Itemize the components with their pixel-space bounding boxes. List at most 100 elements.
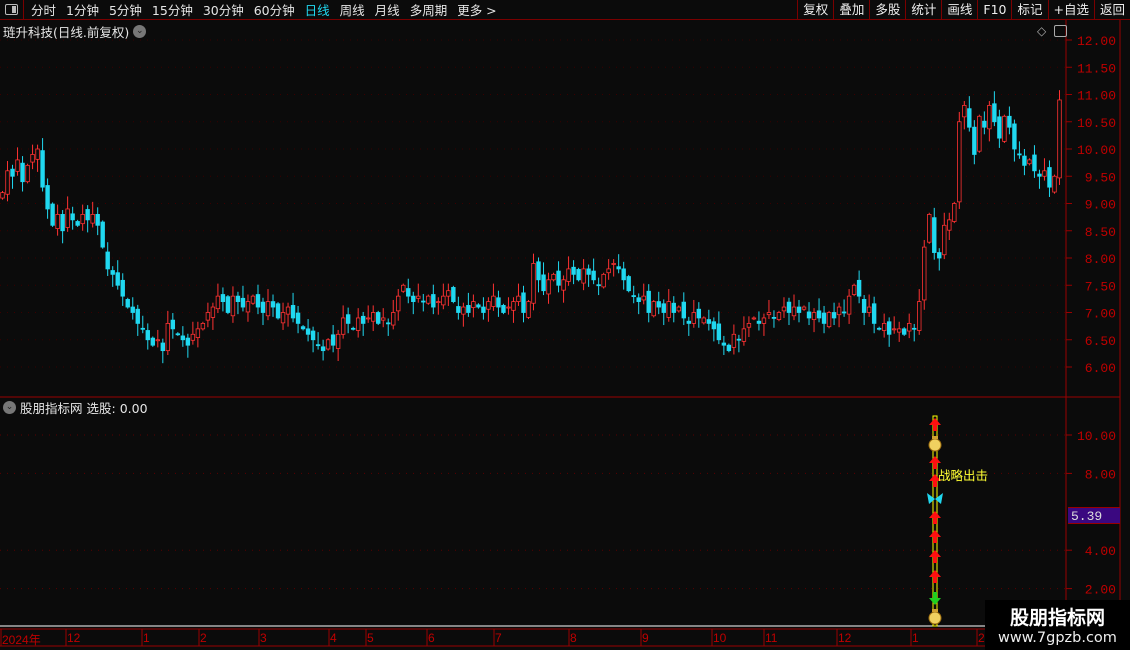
y-axis-label: 12.00	[1077, 34, 1116, 49]
candle-body	[786, 301, 792, 313]
candle-body	[230, 295, 236, 317]
candle-body	[476, 304, 481, 308]
x-axis-label: 11	[765, 631, 778, 645]
y-axis-label: 9.50	[1085, 170, 1116, 185]
candle-body	[406, 288, 411, 297]
candle-body	[741, 328, 747, 342]
chevron-down-icon[interactable]: ⌄	[3, 401, 16, 414]
period-tab[interactable]: 30分钟	[202, 3, 244, 18]
toolbar-button[interactable]: F10	[977, 0, 1011, 20]
toolbar-button[interactable]: 画线	[941, 0, 977, 20]
candle-body	[50, 203, 55, 226]
candle-body	[616, 266, 621, 270]
period-tab[interactable]: 周线	[339, 3, 365, 18]
candle-body	[756, 320, 762, 324]
candle-body	[766, 312, 772, 316]
period-tab[interactable]: 分时	[31, 3, 57, 18]
candle-body	[992, 103, 997, 123]
toolbar-button[interactable]: +自选	[1047, 0, 1094, 20]
arrow-up-icon	[929, 570, 941, 583]
y-axis-label: 8.00	[1085, 252, 1116, 267]
candle-body	[401, 284, 406, 292]
period-tab[interactable]: 日线	[304, 3, 330, 18]
candle-body	[466, 305, 471, 313]
period-tab[interactable]: 更多 >	[457, 3, 497, 18]
candle-body	[160, 342, 166, 352]
candle-body	[676, 306, 681, 312]
x-axis-label: 4	[330, 631, 337, 645]
candle-body	[195, 328, 201, 338]
candle-body	[866, 306, 872, 313]
candle-body	[506, 306, 511, 309]
candle-body	[531, 263, 536, 304]
candle-body	[912, 327, 917, 330]
candle-body	[371, 312, 376, 322]
candle-body	[275, 303, 281, 319]
toolbar-button[interactable]: 多股	[869, 0, 905, 20]
candle-body	[636, 297, 641, 303]
candle-body	[902, 328, 907, 335]
candle-body	[386, 322, 391, 325]
diamond-icon[interactable]: ◇	[1037, 24, 1047, 38]
candle-body	[1047, 167, 1052, 188]
period-tab[interactable]: 15分钟	[151, 3, 193, 18]
candle-body	[771, 317, 777, 319]
candle-body	[957, 121, 962, 203]
candle-body	[290, 305, 296, 319]
candle-body	[0, 192, 5, 199]
candle-body	[325, 339, 331, 350]
candle-body	[656, 301, 661, 308]
period-tab[interactable]: 5分钟	[108, 3, 142, 18]
candle-body	[626, 276, 631, 292]
toolbar-button[interactable]: 复权	[797, 0, 833, 20]
candle-body	[947, 219, 952, 231]
x-axis-label: 1	[912, 631, 919, 645]
candle-body	[571, 266, 576, 275]
y-axis-label: 11.00	[1077, 89, 1116, 104]
candle-body	[551, 273, 556, 281]
period-tab[interactable]: 1分钟	[66, 3, 99, 18]
toolbar-button[interactable]: 叠加	[833, 0, 869, 20]
candle-body	[511, 301, 516, 311]
candle-body	[155, 339, 160, 342]
period-tab[interactable]: 多周期	[409, 3, 448, 18]
candle-body	[896, 328, 902, 333]
x-axis-label: 2	[200, 631, 207, 645]
candle-body	[761, 317, 767, 324]
candle-body	[631, 295, 636, 298]
candle-body	[90, 213, 95, 224]
x-axis-label: 12	[67, 631, 81, 645]
toolbar-button[interactable]: 统计	[905, 0, 941, 20]
y-axis-label: 10.50	[1077, 116, 1116, 131]
candle-body	[300, 326, 306, 330]
candle-body	[255, 294, 261, 308]
candle-body	[310, 330, 316, 341]
candle-body	[451, 287, 456, 302]
panel-toggle-icon[interactable]	[0, 0, 24, 20]
period-tab[interactable]: 60分钟	[253, 3, 295, 18]
candle-body	[666, 301, 671, 318]
candle-body	[806, 311, 812, 319]
candle-body	[791, 306, 797, 317]
candle-body	[982, 120, 987, 128]
candle-body	[220, 294, 226, 303]
chart-title: 琏升科技(日线.前复权) ⌄	[3, 22, 147, 41]
panel-toggle-icon[interactable]	[1054, 25, 1068, 37]
chevron-down-icon[interactable]: ⌄	[133, 25, 147, 38]
candle-body	[190, 333, 196, 341]
candle-body	[967, 108, 972, 128]
toolbar-button[interactable]: 标记	[1011, 0, 1047, 20]
candle-body	[716, 323, 722, 341]
candle-body	[456, 306, 461, 313]
toolbar-button[interactable]: 返回	[1093, 0, 1130, 20]
candle-body	[856, 279, 862, 297]
y-axis-label: 11.50	[1077, 61, 1116, 76]
period-tab[interactable]: 月线	[374, 3, 400, 18]
candle-body	[801, 306, 807, 310]
candle-body	[185, 337, 191, 346]
candle-body	[621, 268, 626, 281]
candle-body	[706, 319, 712, 324]
stock-title: 琏升科技(日线.前复权)	[3, 25, 130, 40]
y-axis-label: 7.50	[1085, 279, 1116, 294]
